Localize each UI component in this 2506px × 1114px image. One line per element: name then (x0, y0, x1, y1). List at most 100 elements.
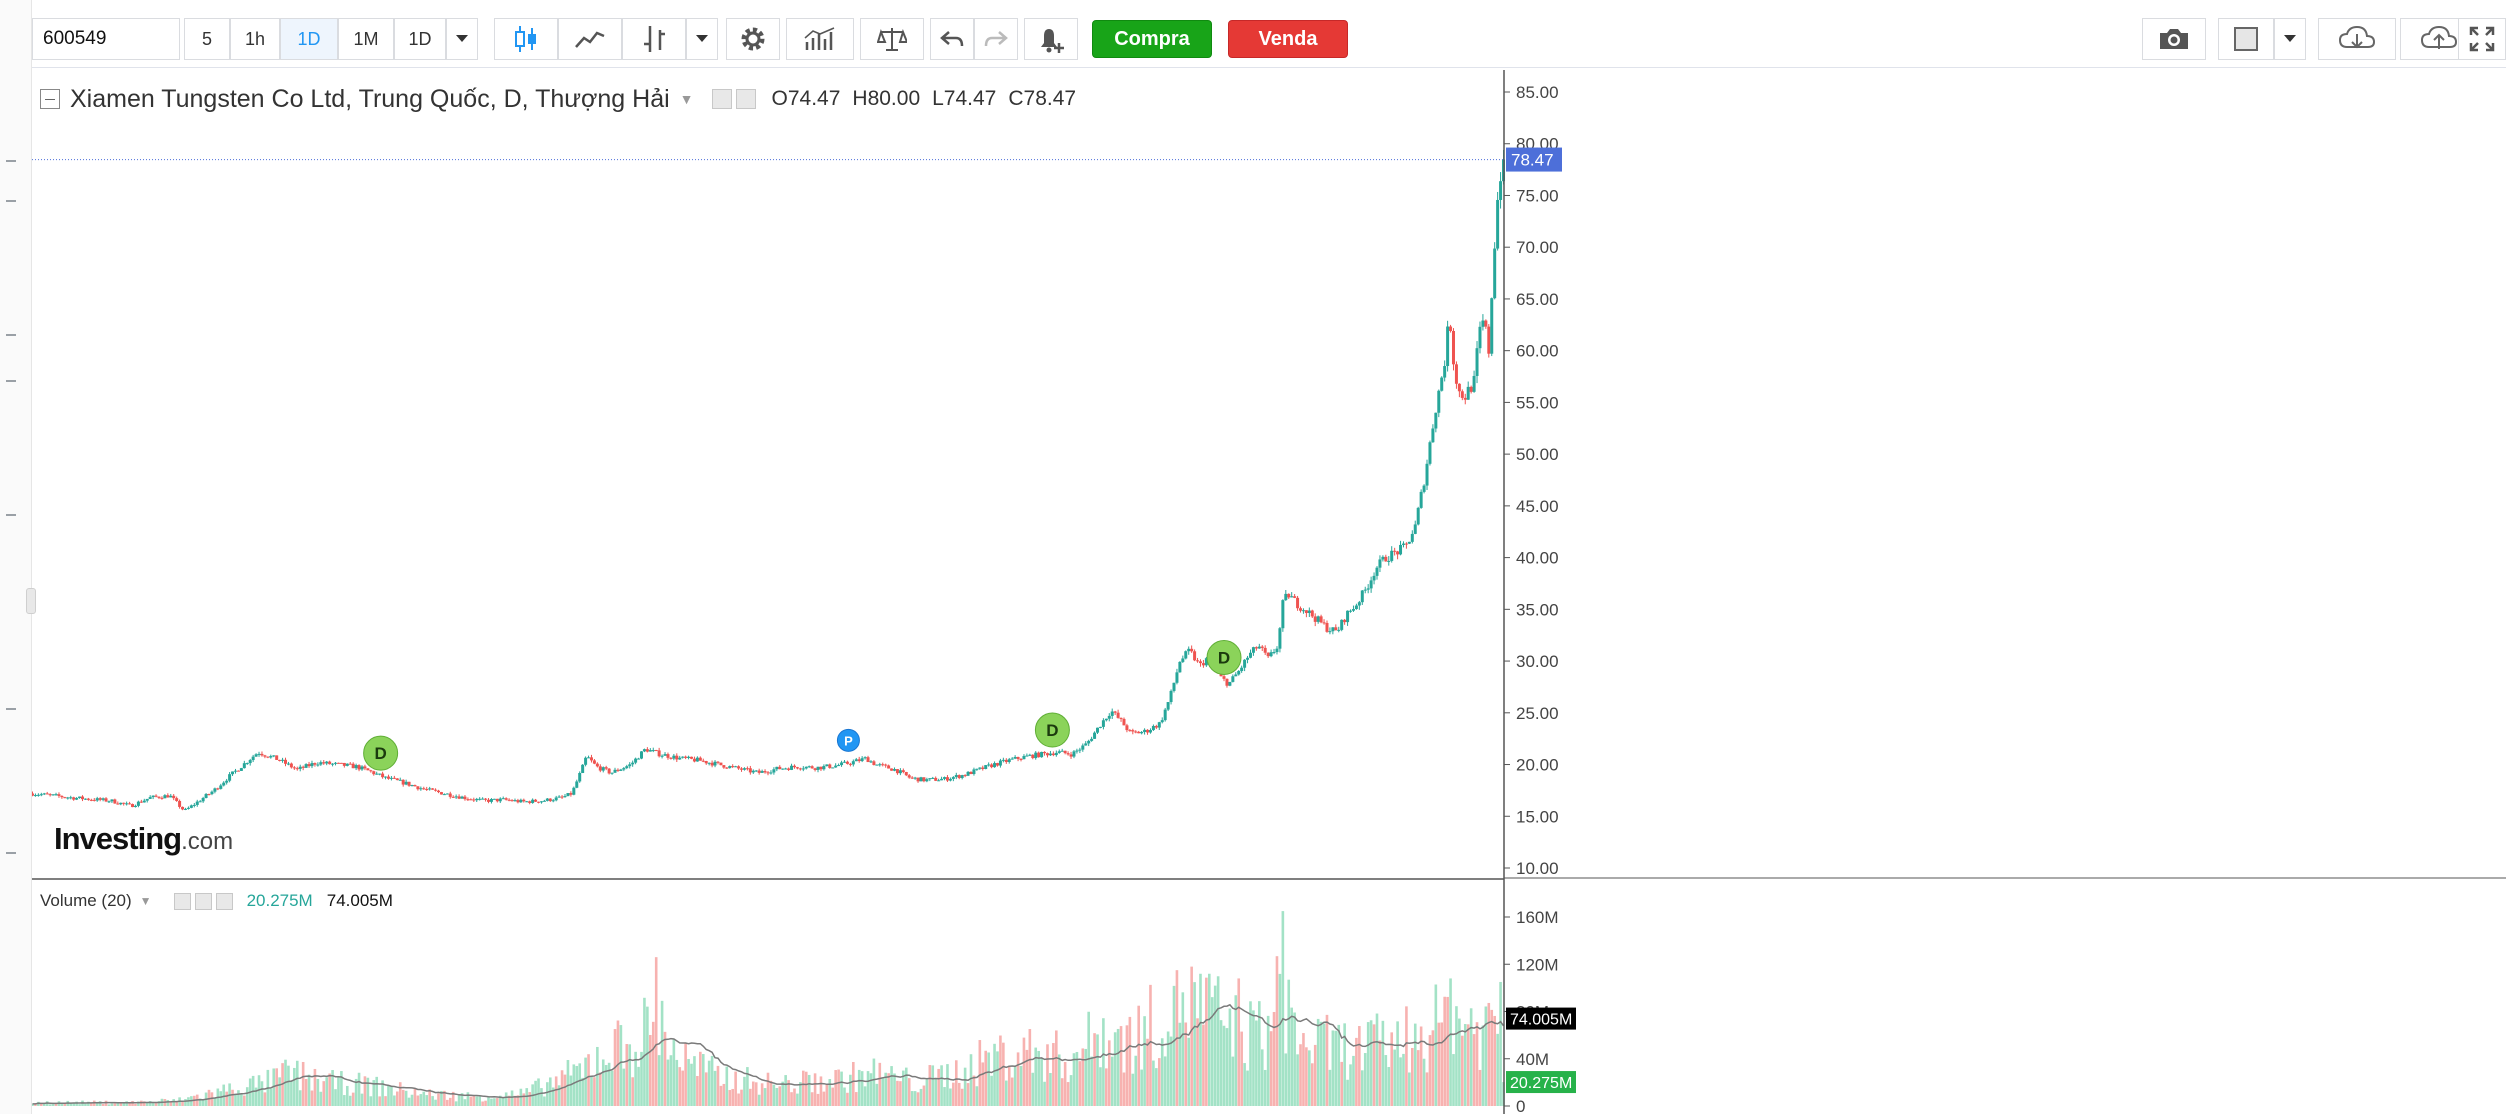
candle-body (860, 758, 864, 762)
volume-bar (1472, 1034, 1476, 1106)
drawing-tool-icon[interactable] (6, 200, 16, 202)
drawing-tool-icon[interactable] (6, 514, 16, 516)
buy-button[interactable]: Compra (1092, 20, 1212, 58)
candle-body (1490, 298, 1494, 354)
volume-bar (463, 1099, 467, 1106)
candle-body (1178, 661, 1182, 673)
interval-dropdown-button[interactable] (446, 18, 478, 60)
candle-body (925, 779, 929, 782)
candle-body (569, 793, 573, 795)
volume-bar (937, 1068, 940, 1106)
volume-bar (804, 1071, 808, 1106)
candle-body (1363, 589, 1367, 591)
interval-1d-button[interactable]: 1D (280, 18, 338, 60)
bars-style-button[interactable] (622, 18, 686, 60)
candle-body (1104, 718, 1108, 721)
sell-button[interactable]: Venda (1228, 20, 1348, 58)
candle-body (275, 755, 279, 760)
volume-bar (651, 1021, 655, 1106)
candles-style-button[interactable] (494, 18, 558, 60)
drawing-tool-icon[interactable] (6, 852, 16, 854)
candle-body (1248, 652, 1252, 658)
volume-bar (472, 1095, 476, 1106)
settings-small-icon[interactable] (194, 892, 212, 910)
volume-bar (1010, 1077, 1014, 1106)
volume-bar (669, 1055, 673, 1106)
drawing-tool-icon[interactable] (6, 160, 16, 162)
candle-body (1263, 647, 1267, 653)
settings-button[interactable] (726, 18, 780, 60)
candle-body (834, 765, 838, 768)
interval-5-button[interactable]: 5 (184, 18, 230, 60)
volume-bar (1128, 1016, 1132, 1106)
volume-bar (884, 1072, 887, 1106)
visibility-icon[interactable] (711, 89, 732, 109)
compare-button[interactable] (860, 18, 924, 60)
candle-body (863, 757, 867, 759)
layout-button[interactable] (2218, 18, 2274, 60)
fullscreen-button[interactable] (2458, 18, 2506, 60)
symbol-search-input[interactable]: 600549 (32, 18, 180, 60)
candle-body (795, 767, 799, 769)
volume-bar (772, 1084, 776, 1106)
interval-1m-button[interactable]: 1M (338, 18, 394, 60)
volume-bar (972, 1075, 976, 1106)
candle-body (1487, 326, 1491, 354)
candle-body (710, 762, 714, 766)
volume-bar (1431, 1030, 1435, 1106)
candle-body (1340, 619, 1344, 630)
interval-1h-button[interactable]: 1h (230, 18, 280, 60)
volume-bar (487, 1097, 490, 1106)
volume-bar (357, 1072, 361, 1106)
redo-button[interactable] (974, 18, 1018, 60)
candle-body (1101, 720, 1105, 727)
candle-body (1422, 485, 1426, 492)
visibility-icon[interactable] (173, 892, 191, 910)
collapse-sidebar-handle[interactable] (26, 588, 36, 614)
candle-body (1175, 672, 1179, 683)
volume-bar (834, 1070, 837, 1106)
candle-body (351, 763, 355, 769)
candle-body (75, 797, 79, 800)
volume-bar (134, 1103, 137, 1106)
line-style-button[interactable] (558, 18, 622, 60)
load-chart-button[interactable] (2318, 18, 2396, 60)
chevron-down-icon[interactable]: ▼ (139, 894, 152, 908)
drawing-tools-sidebar[interactable] (0, 0, 36, 1114)
volume-bar (78, 1104, 81, 1106)
volume-bar (451, 1091, 455, 1106)
drawing-tool-icon[interactable] (6, 380, 16, 382)
drawing-tool-icon[interactable] (6, 334, 16, 336)
settings-small-icon[interactable] (735, 89, 756, 109)
volume-bar (978, 1040, 982, 1106)
ohlc-open: O74.47 (771, 87, 841, 110)
candle-body (78, 796, 82, 798)
candle-body (422, 788, 426, 790)
candle-body (1407, 541, 1411, 544)
volume-bar (128, 1102, 131, 1106)
volume-bar (1369, 1020, 1373, 1106)
close-icon[interactable] (215, 892, 233, 910)
volume-title[interactable]: Volume (20) (40, 891, 132, 910)
alert-button[interactable] (1024, 18, 1078, 60)
undo-button[interactable] (930, 18, 974, 60)
candle-body (678, 757, 682, 760)
collapse-legend-icon[interactable] (40, 89, 60, 109)
indicators-button[interactable] (786, 18, 854, 60)
candle-body (1307, 610, 1311, 614)
interval-custom-button[interactable]: 1D (394, 18, 446, 60)
volume-bar (831, 1087, 835, 1106)
candle-body (1331, 627, 1335, 632)
candle-body (32, 793, 34, 796)
snapshot-button[interactable] (2142, 18, 2206, 60)
chevron-down-icon[interactable]: ▼ (679, 91, 694, 107)
candle-body (1437, 390, 1441, 413)
instrument-title[interactable]: Xiamen Tungsten Co Ltd, Trung Quốc, D, T… (70, 84, 670, 113)
candle-body (881, 764, 885, 766)
volume-bar (1399, 1057, 1402, 1106)
chart-style-dropdown[interactable] (686, 18, 718, 60)
layout-dropdown[interactable] (2274, 18, 2306, 60)
drawing-tool-icon[interactable] (6, 708, 16, 710)
